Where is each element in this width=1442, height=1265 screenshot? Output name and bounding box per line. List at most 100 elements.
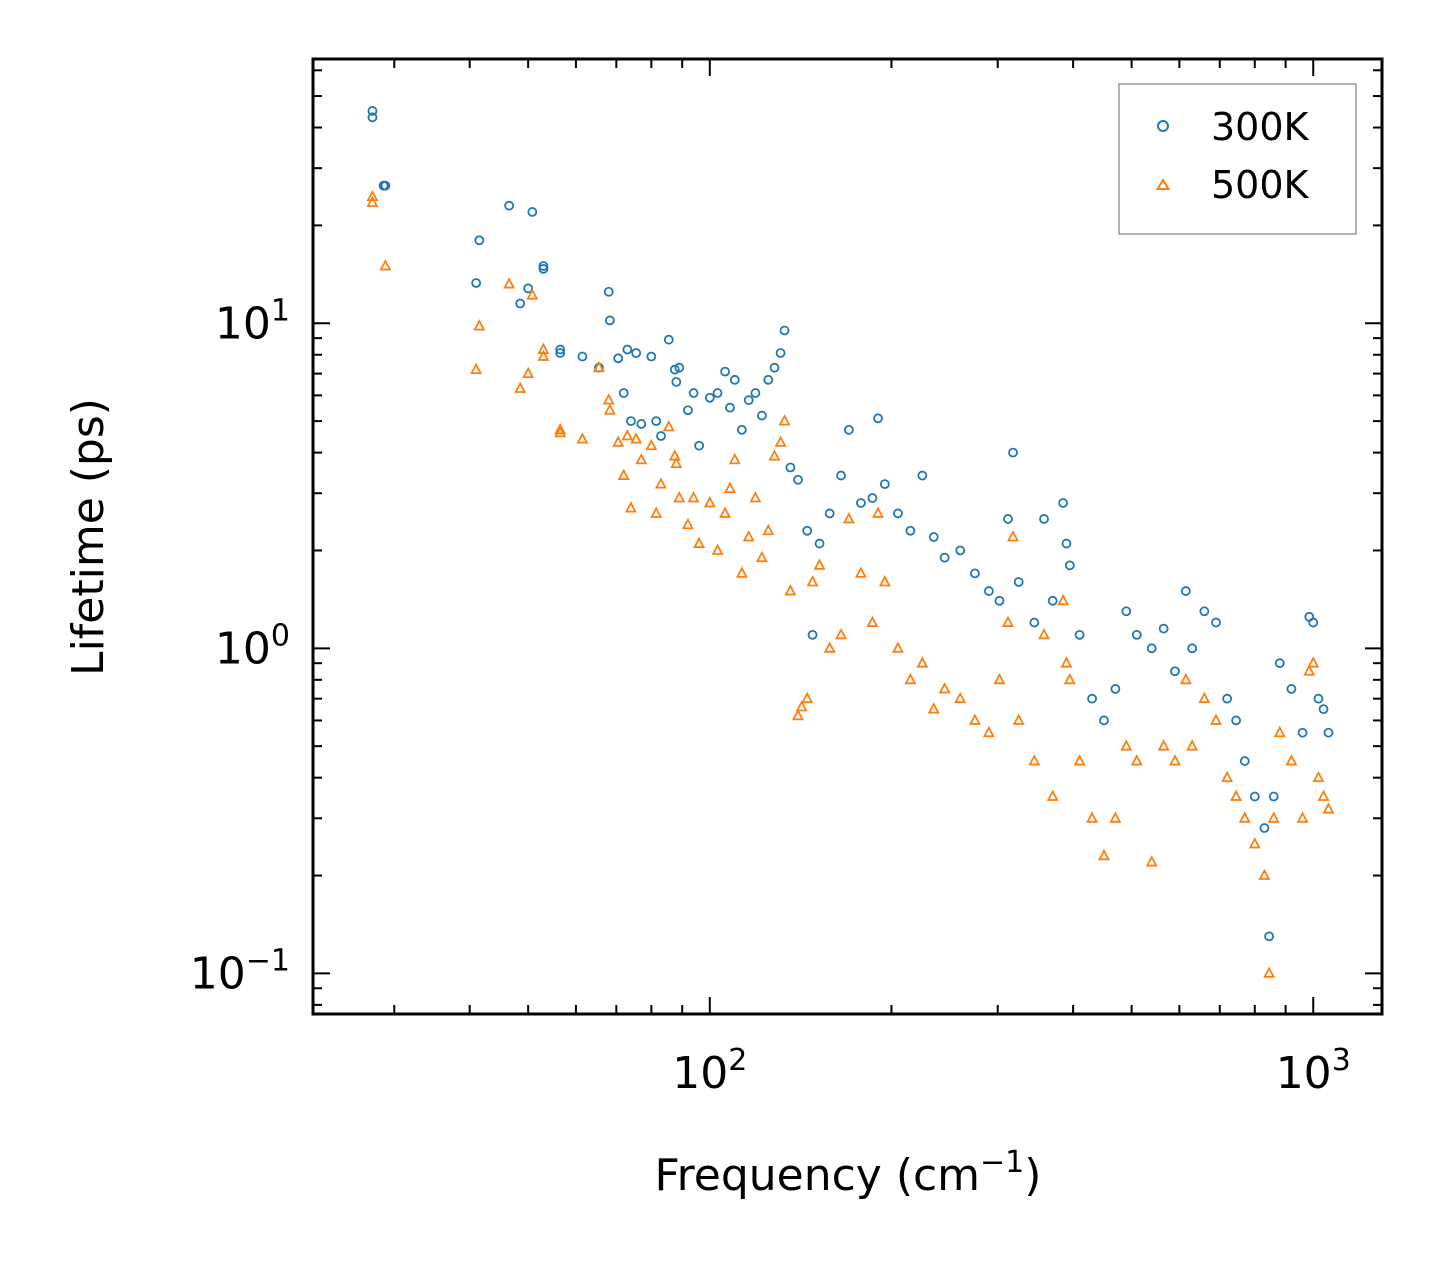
- data-point: [993, 672, 1006, 685]
- data-point: [555, 344, 566, 355]
- data-point: [630, 432, 643, 444]
- data-point: [769, 362, 780, 373]
- data-point: [917, 470, 928, 481]
- data-point: [905, 525, 916, 536]
- y-axis-label: Lifetime (ps): [63, 398, 114, 676]
- data-point: [878, 575, 891, 587]
- data-point: [687, 491, 700, 503]
- data-point: [1121, 606, 1132, 617]
- data-point: [1002, 615, 1014, 627]
- data-point: [778, 414, 791, 426]
- data-point: [712, 388, 723, 398]
- legend-box: [1118, 83, 1357, 235]
- data-point: [768, 449, 781, 461]
- data-point: [1047, 595, 1058, 606]
- data-point: [470, 362, 483, 375]
- data-point: [1057, 593, 1070, 606]
- data-point: [576, 432, 589, 444]
- data-point: [836, 470, 846, 481]
- data-point: [1146, 643, 1157, 654]
- data-point: [1029, 617, 1040, 628]
- data-point: [554, 425, 567, 438]
- data-point: [367, 106, 378, 116]
- data-point: [669, 364, 680, 375]
- y-tick-label: 10−1: [190, 943, 290, 999]
- data-point: [1239, 756, 1250, 766]
- data-point: [916, 656, 929, 668]
- data-point: [645, 438, 658, 451]
- data-point: [474, 235, 485, 246]
- data-point: [1231, 715, 1241, 726]
- legend: 300K 500K: [1118, 83, 1357, 235]
- data-point: [1296, 811, 1309, 823]
- data-point: [635, 452, 648, 465]
- legend-label-500k: 500K: [1211, 163, 1310, 207]
- data-point: [367, 112, 378, 123]
- data-point: [577, 351, 588, 362]
- data-point: [656, 431, 666, 441]
- plot-frame: [311, 57, 1384, 1016]
- data-point: [1046, 789, 1059, 801]
- data-point: [1303, 664, 1316, 676]
- data-point: [366, 195, 379, 208]
- data-point: [380, 180, 391, 191]
- data-point: [891, 641, 904, 653]
- data-point: [603, 286, 614, 297]
- data-point: [683, 405, 693, 416]
- data-point: [904, 672, 917, 685]
- data-point: [1145, 855, 1158, 867]
- data-point: [1170, 666, 1180, 677]
- legend-label-300k: 300K: [1211, 105, 1310, 149]
- data-point: [1058, 498, 1068, 508]
- data-point: [1249, 791, 1260, 802]
- data-point: [1263, 966, 1276, 978]
- data-point: [631, 348, 642, 358]
- data-point: [1258, 868, 1271, 880]
- data-point: [527, 207, 538, 217]
- data-point: [673, 491, 686, 503]
- data-point: [1198, 691, 1211, 704]
- data-point: [983, 586, 994, 596]
- data-point: [514, 381, 527, 393]
- data-point: [813, 558, 826, 570]
- data-point: [719, 506, 732, 518]
- data-point: [1273, 725, 1286, 738]
- data-point: [1222, 693, 1233, 704]
- data-point: [1038, 627, 1051, 640]
- data-point: [791, 708, 804, 721]
- data-point: [955, 545, 966, 556]
- data-point: [728, 452, 741, 465]
- data-point: [538, 263, 549, 274]
- data-point: [694, 440, 705, 451]
- data-point: [1211, 617, 1221, 628]
- data-point: [742, 530, 755, 542]
- data-point: [725, 402, 735, 413]
- data-point: [366, 189, 379, 202]
- data-point: [1063, 672, 1076, 685]
- data-point: [938, 682, 951, 694]
- data-point: [893, 508, 903, 519]
- data-point: [927, 702, 940, 714]
- data-point: [928, 532, 939, 542]
- data-point: [762, 523, 775, 536]
- data-point: [1109, 811, 1122, 823]
- data-point: [663, 334, 674, 345]
- data-point: [835, 627, 848, 640]
- data-point: [1131, 629, 1142, 640]
- data-point: [1268, 791, 1279, 802]
- data-point: [1120, 739, 1133, 751]
- data-point: [693, 536, 706, 548]
- data-point: [674, 362, 685, 373]
- data-point: [1074, 629, 1085, 640]
- data-point: [592, 360, 605, 373]
- data-point: [806, 575, 819, 587]
- data-point: [1210, 713, 1222, 725]
- data-point: [1073, 754, 1086, 766]
- y-tick-labels: 10−1 100 101: [190, 293, 290, 999]
- data-point: [802, 525, 813, 536]
- data-point: [1317, 789, 1330, 801]
- data-point: [795, 700, 808, 712]
- series-500k: [366, 189, 1335, 978]
- data-point: [1028, 754, 1041, 766]
